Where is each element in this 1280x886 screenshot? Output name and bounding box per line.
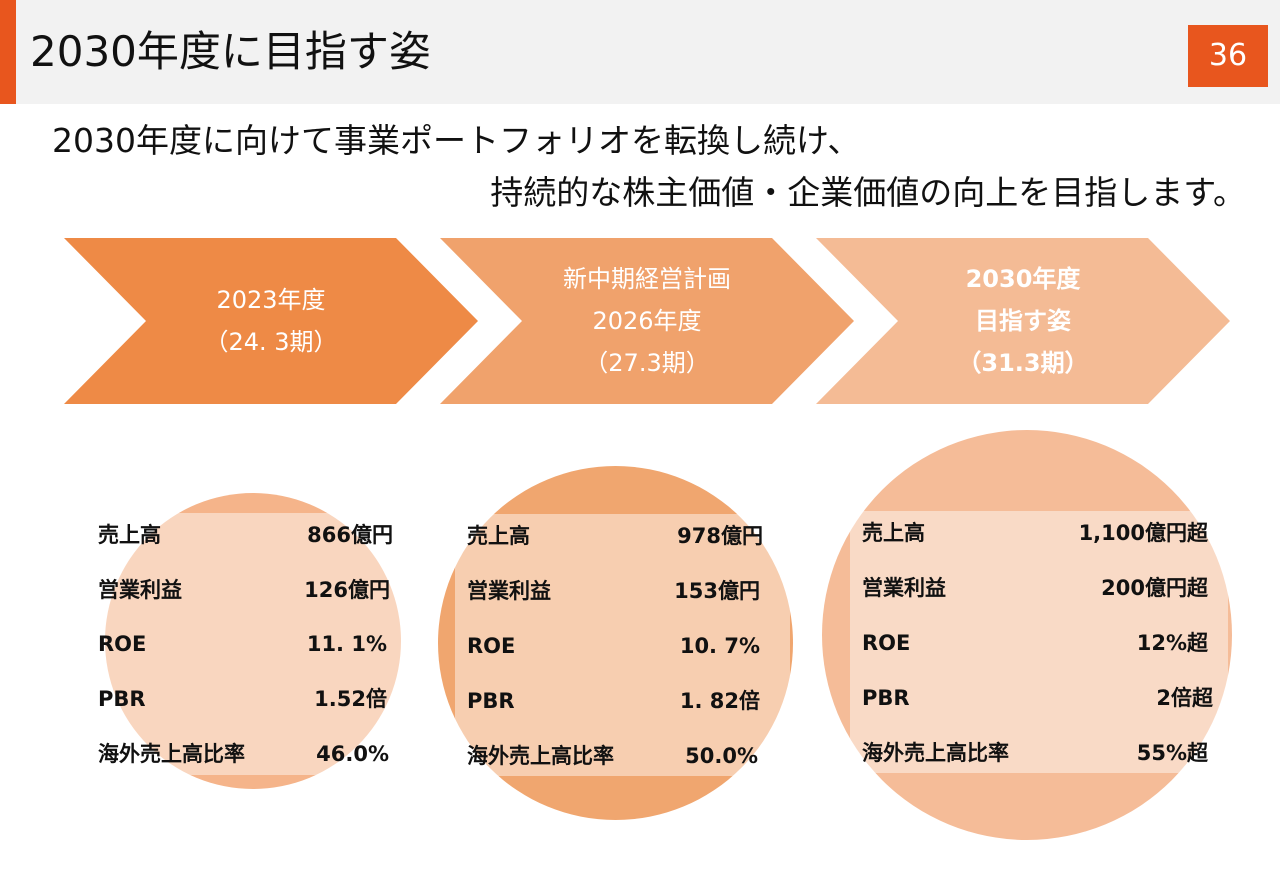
metric-row-overseas-ratio: 海外売上高比率 55%超 <box>862 741 1208 765</box>
subtitle-line-1: 2030年度に向けて事業ポートフォリオを転換し続け、 <box>52 121 861 160</box>
timeline-year: 2030年度 <box>965 265 1081 293</box>
metric-row-pbr: PBR 1. 82倍 <box>467 689 760 713</box>
chevron-arrow-icon <box>64 238 478 404</box>
metrics-circle-2030 <box>822 430 1232 840</box>
timeline-year: 2026年度 <box>592 307 702 335</box>
metric-row-sales: 売上高 1,100億円超 <box>862 521 1208 545</box>
timeline-step-2023: 2023年度 （24. 3期） <box>64 238 480 404</box>
metric-row-pbr: PBR 2倍超 <box>862 686 1213 710</box>
metric-row-roe: ROE 12%超 <box>862 631 1208 655</box>
slide-header: 2030年度に目指す姿 36 <box>0 0 1280 104</box>
chevron-arrow-icon <box>816 238 1230 404</box>
metric-row-roe: ROE 11. 1% <box>98 632 387 656</box>
metric-row-operating-profit: 営業利益 153億円 <box>467 579 760 603</box>
timeline-step-2030: 2030年度 目指す姿 （31.3期） <box>816 238 1232 404</box>
timeline-year: 2023年度 <box>216 286 326 314</box>
timeline-step-label: 2030年度 目指す姿 （31.3期） <box>898 238 1148 404</box>
timeline-plan-name: 新中期経営計画 <box>563 265 731 293</box>
header-accent-bar <box>0 0 16 104</box>
timeline-period: （27.3期） <box>584 349 710 377</box>
metric-row-roe: ROE 10. 7% <box>467 634 760 658</box>
metrics-card-2030: 売上高 1,100億円超 営業利益 200億円超 ROE 12%超 PBR 2倍… <box>850 511 1228 773</box>
metrics-card-2023: 売上高 866億円 営業利益 126億円 ROE 11. 1% PBR 1.52… <box>86 513 409 775</box>
metrics-card-2026: 売上高 978億円 営業利益 153億円 ROE 10. 7% PBR 1. 8… <box>455 514 790 776</box>
timeline-goal-label: 目指す姿 <box>975 307 1071 335</box>
chevron-arrow-icon <box>440 238 854 404</box>
page-number-badge: 36 <box>1188 25 1268 87</box>
metric-row-overseas-ratio: 海外売上高比率 46.0% <box>98 742 389 766</box>
metric-row-operating-profit: 営業利益 126億円 <box>98 578 390 602</box>
page-title: 2030年度に目指す姿 <box>30 27 431 76</box>
metric-row-overseas-ratio: 海外売上高比率 50.0% <box>467 744 758 768</box>
timeline-step-2026: 新中期経営計画 2026年度 （27.3期） <box>440 238 856 404</box>
metric-row-operating-profit: 営業利益 200億円超 <box>862 576 1208 600</box>
timeline-period: （24. 3期） <box>204 328 338 356</box>
subtitle-line-2: 持続的な株主価値・企業価値の向上を目指します。 <box>490 173 1246 212</box>
timeline-step-label: 2023年度 （24. 3期） <box>146 238 396 404</box>
metrics-circle-2026 <box>438 466 793 820</box>
metrics-circle-2023 <box>105 493 401 789</box>
metric-row-sales: 売上高 978億円 <box>467 524 763 548</box>
metric-row-pbr: PBR 1.52倍 <box>98 687 387 711</box>
metric-row-sales: 売上高 866億円 <box>98 523 393 547</box>
timeline-period: （31.3期） <box>957 349 1089 377</box>
timeline-step-label: 新中期経営計画 2026年度 （27.3期） <box>522 238 772 404</box>
